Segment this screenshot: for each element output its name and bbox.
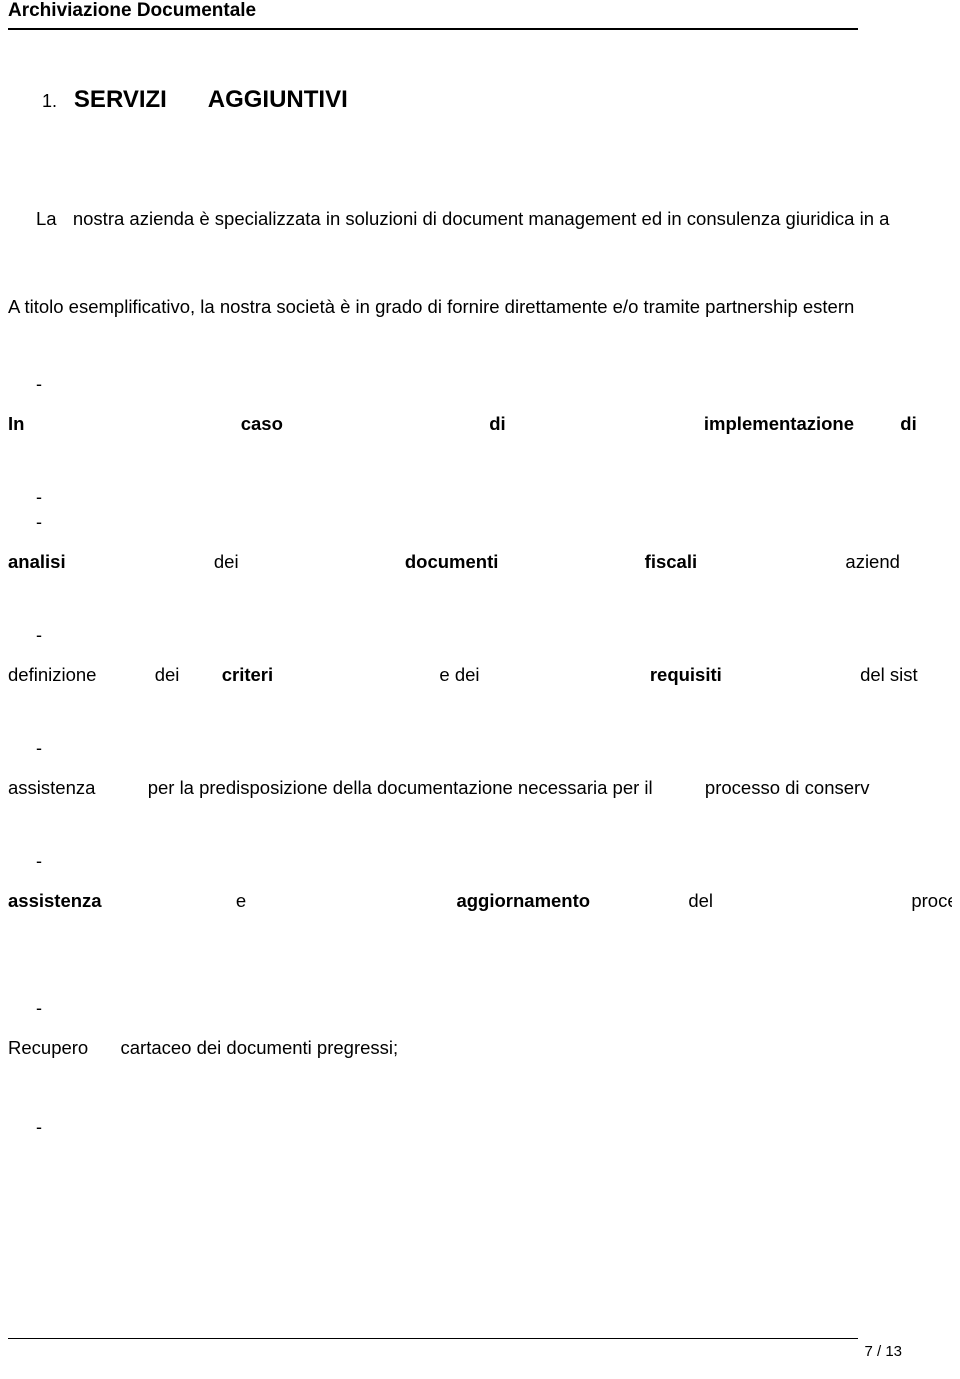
line-recupero: Recupero cartaceo dei documenti pregress… — [8, 1037, 952, 1059]
line-in-caso: In caso di implementazione di — [8, 413, 952, 435]
w-in: In — [8, 413, 24, 434]
bullet-dash: - — [36, 738, 952, 759]
header-rule — [8, 28, 858, 30]
w-implementazione: implementazione — [704, 413, 854, 434]
para1-rest: nostra azienda è specializzata in soluzi… — [73, 208, 890, 229]
w-criteri: criteri — [222, 664, 273, 685]
w-documenti: documenti — [405, 551, 499, 572]
w-di2: di — [900, 413, 916, 434]
para1-prefix: La — [36, 208, 57, 229]
section-title-part2: AGGIUNTIVI — [208, 86, 348, 113]
header-title: Archiviazione Documentale — [8, 0, 960, 24]
w-aggiornamento: aggiornamento — [456, 890, 590, 911]
w-del: del — [688, 890, 713, 911]
section-title-part1: SERVIZI — [74, 86, 167, 113]
page-footer: 7 / 13 — [864, 1343, 902, 1361]
bullet-dash: - — [36, 998, 952, 1019]
page-header: Archiviazione Documentale — [0, 0, 960, 30]
w-caso: caso — [241, 413, 283, 434]
w-di: di — [489, 413, 505, 434]
w-processo: processo di conserv — [705, 777, 870, 798]
w-proces: proces — [911, 890, 952, 911]
w-cartaceo: cartaceo dei documenti pregressi; — [121, 1037, 399, 1058]
w-definizione: definizione — [8, 664, 96, 685]
w-analisi: analisi — [8, 551, 66, 572]
w-dei: dei — [214, 551, 239, 572]
w-delsist: del sist — [860, 664, 918, 685]
bullet-dash: - — [36, 851, 952, 872]
bullet-dash: - — [36, 625, 952, 646]
line-definizione: definizione dei criteri e dei requisiti … — [8, 664, 952, 686]
line-analisi: analisi dei documenti fiscali aziend — [8, 551, 952, 573]
w-requisiti: requisiti — [650, 664, 722, 685]
w-assistenza2: assistenza — [8, 890, 102, 911]
bullet-dash: - — [36, 374, 952, 395]
footer-rule — [8, 1338, 858, 1339]
w-dei: dei — [155, 664, 180, 685]
w-assistenza: assistenza — [8, 777, 95, 798]
w-perla: per la predisposizione della documentazi… — [148, 777, 653, 798]
page-content: 1. SERVIZI AGGIUNTIVI La nostra azienda … — [0, 86, 960, 1138]
w-recupero: Recupero — [8, 1037, 88, 1058]
section-heading-row: 1. SERVIZI AGGIUNTIVI — [8, 86, 952, 114]
paragraph-1: La nostra azienda è specializzata in sol… — [36, 208, 952, 230]
section-number: 1. — [42, 91, 57, 112]
bullet-dash: - — [36, 512, 952, 533]
bullet-dash: - — [36, 487, 952, 508]
line-assistenza1: assistenza per la predisposizione della … — [8, 777, 952, 799]
paragraph-2: A titolo esemplificativo, la nostra soci… — [8, 296, 952, 318]
w-e: e — [236, 890, 246, 911]
w-fiscali: fiscali — [645, 551, 697, 572]
line-assistenza2: assistenza e aggiornamento del proces — [8, 890, 952, 912]
w-edei: e dei — [439, 664, 479, 685]
w-aziend: aziend — [845, 551, 900, 572]
bullet-dash: - — [36, 1117, 952, 1138]
page-number: 7 / 13 — [864, 1343, 902, 1360]
